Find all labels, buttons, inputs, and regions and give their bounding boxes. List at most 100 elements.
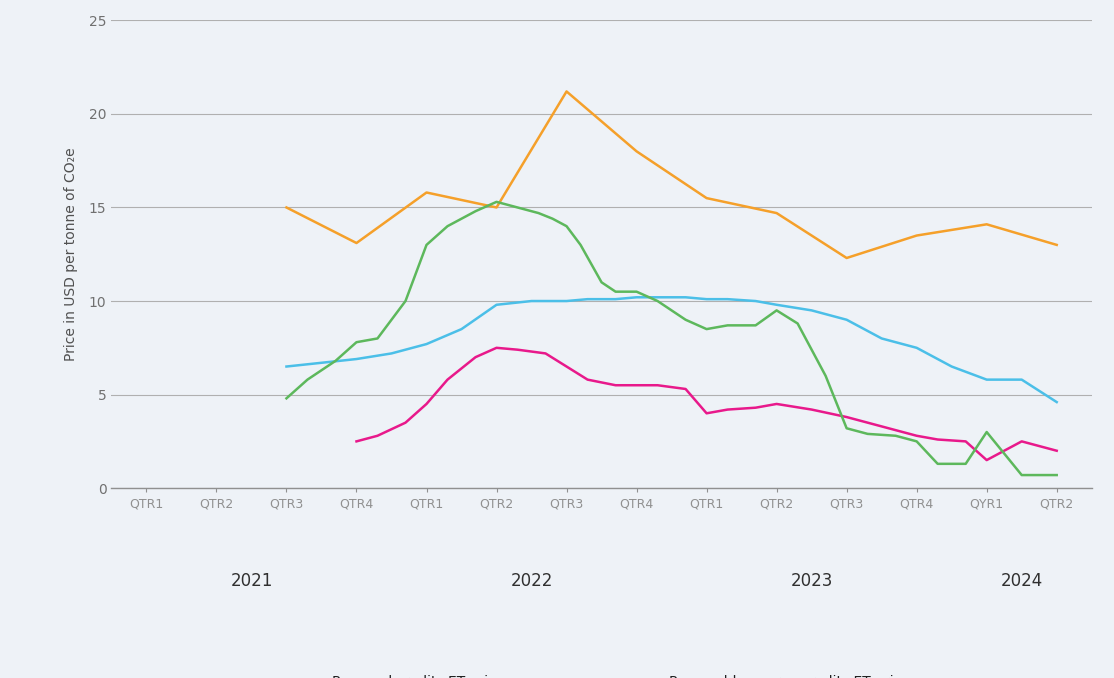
Nature based credits ET prices (840, 424, 853, 433)
Household devices credits ET prices (700, 295, 713, 303)
Nature based credits ET prices (609, 287, 623, 296)
Renewable energy credits ET prices (490, 344, 504, 352)
Removal credits ET prices (1051, 241, 1064, 249)
Renewable energy credits ET prices (721, 405, 734, 414)
Renewable energy credits ET prices (539, 349, 553, 357)
Nature based credits ET prices (721, 321, 734, 330)
Household devices credits ET prices (350, 355, 363, 363)
Renewable energy credits ET prices (749, 403, 762, 412)
Line: Removal credits ET prices: Removal credits ET prices (286, 92, 1057, 258)
Household devices credits ET prices (749, 297, 762, 305)
Nature based credits ET prices (399, 297, 412, 305)
Renewable energy credits ET prices (1051, 447, 1064, 455)
Household devices credits ET prices (455, 325, 468, 333)
Line: Renewable energy credits ET prices: Renewable energy credits ET prices (356, 348, 1057, 460)
Renewable energy credits ET prices (441, 376, 455, 384)
Household devices credits ET prices (945, 363, 958, 371)
Nature based credits ET prices (546, 215, 559, 223)
Household devices credits ET prices (910, 344, 924, 352)
Nature based credits ET prices (504, 201, 517, 210)
Renewable energy credits ET prices (805, 405, 819, 414)
Line: Nature based credits ET prices: Nature based credits ET prices (286, 202, 1057, 475)
Household devices credits ET prices (770, 301, 783, 309)
Removal credits ET prices (420, 188, 433, 197)
Household devices credits ET prices (384, 349, 398, 357)
Removal credits ET prices (700, 194, 713, 202)
Household devices credits ET prices (1051, 398, 1064, 406)
Nature based credits ET prices (959, 460, 973, 468)
Nature based credits ET prices (749, 321, 762, 330)
Nature based credits ET prices (469, 207, 482, 216)
Nature based credits ET prices (420, 241, 433, 249)
Removal credits ET prices (910, 231, 924, 239)
Renewable energy credits ET prices (959, 437, 973, 445)
Renewable energy credits ET prices (910, 432, 924, 440)
Household devices credits ET prices (420, 340, 433, 348)
Legend: Removal credits ET prices, Household devices credits ET prices, Renewable energy: Removal credits ET prices, Household dev… (281, 669, 922, 678)
Nature based credits ET prices (441, 222, 455, 231)
Nature based credits ET prices (301, 376, 314, 384)
Nature based credits ET prices (371, 334, 384, 342)
Household devices credits ET prices (678, 293, 692, 301)
Renewable energy credits ET prices (511, 346, 525, 354)
Nature based credits ET prices (770, 306, 783, 315)
Removal credits ET prices (980, 220, 994, 228)
Nature based credits ET prices (910, 437, 924, 445)
Nature based credits ET prices (574, 241, 587, 249)
Household devices credits ET prices (609, 295, 623, 303)
Nature based credits ET prices (1051, 471, 1064, 479)
Household devices credits ET prices (874, 334, 888, 342)
Household devices credits ET prices (525, 297, 538, 305)
Household devices credits ET prices (560, 297, 574, 305)
Household devices credits ET prices (315, 359, 329, 367)
Nature based credits ET prices (861, 430, 874, 438)
Renewable energy credits ET prices (371, 432, 384, 440)
Household devices credits ET prices (490, 301, 504, 309)
Nature based credits ET prices (329, 357, 342, 365)
Text: 2021: 2021 (231, 572, 273, 591)
Household devices credits ET prices (805, 306, 819, 315)
Renewable energy credits ET prices (1015, 437, 1028, 445)
Removal credits ET prices (560, 87, 574, 96)
Nature based credits ET prices (980, 428, 994, 436)
Removal credits ET prices (490, 203, 504, 212)
Nature based credits ET prices (791, 319, 804, 327)
Renewable energy credits ET prices (931, 435, 945, 443)
Renewable energy credits ET prices (399, 418, 412, 426)
Renewable energy credits ET prices (560, 363, 574, 371)
Renewable energy credits ET prices (629, 381, 643, 389)
Nature based credits ET prices (518, 205, 531, 214)
Household devices credits ET prices (1015, 376, 1028, 384)
Nature based credits ET prices (651, 297, 664, 305)
Nature based credits ET prices (678, 316, 692, 324)
Removal credits ET prices (350, 239, 363, 247)
Household devices credits ET prices (280, 363, 293, 371)
Renewable energy credits ET prices (350, 437, 363, 445)
Nature based credits ET prices (350, 338, 363, 346)
Text: 2024: 2024 (1000, 572, 1043, 591)
Text: 2023: 2023 (791, 572, 833, 591)
Renewable energy credits ET prices (700, 410, 713, 418)
Nature based credits ET prices (700, 325, 713, 333)
Nature based credits ET prices (531, 209, 545, 217)
Y-axis label: Price in USD per tonne of CO₂e: Price in USD per tonne of CO₂e (63, 147, 78, 361)
Renewable energy credits ET prices (980, 456, 994, 464)
Renewable energy credits ET prices (770, 400, 783, 408)
Removal credits ET prices (840, 254, 853, 262)
Renewable energy credits ET prices (580, 376, 594, 384)
Removal credits ET prices (629, 147, 643, 155)
Nature based credits ET prices (889, 432, 902, 440)
Renewable energy credits ET prices (469, 353, 482, 361)
Renewable energy credits ET prices (678, 385, 692, 393)
Nature based credits ET prices (819, 372, 832, 380)
Household devices credits ET prices (580, 295, 594, 303)
Household devices credits ET prices (840, 316, 853, 324)
Household devices credits ET prices (629, 293, 643, 301)
Renewable energy credits ET prices (609, 381, 623, 389)
Household devices credits ET prices (980, 376, 994, 384)
Text: 2022: 2022 (510, 572, 553, 591)
Renewable energy credits ET prices (651, 381, 664, 389)
Nature based credits ET prices (931, 460, 945, 468)
Household devices credits ET prices (721, 295, 734, 303)
Nature based credits ET prices (629, 287, 643, 296)
